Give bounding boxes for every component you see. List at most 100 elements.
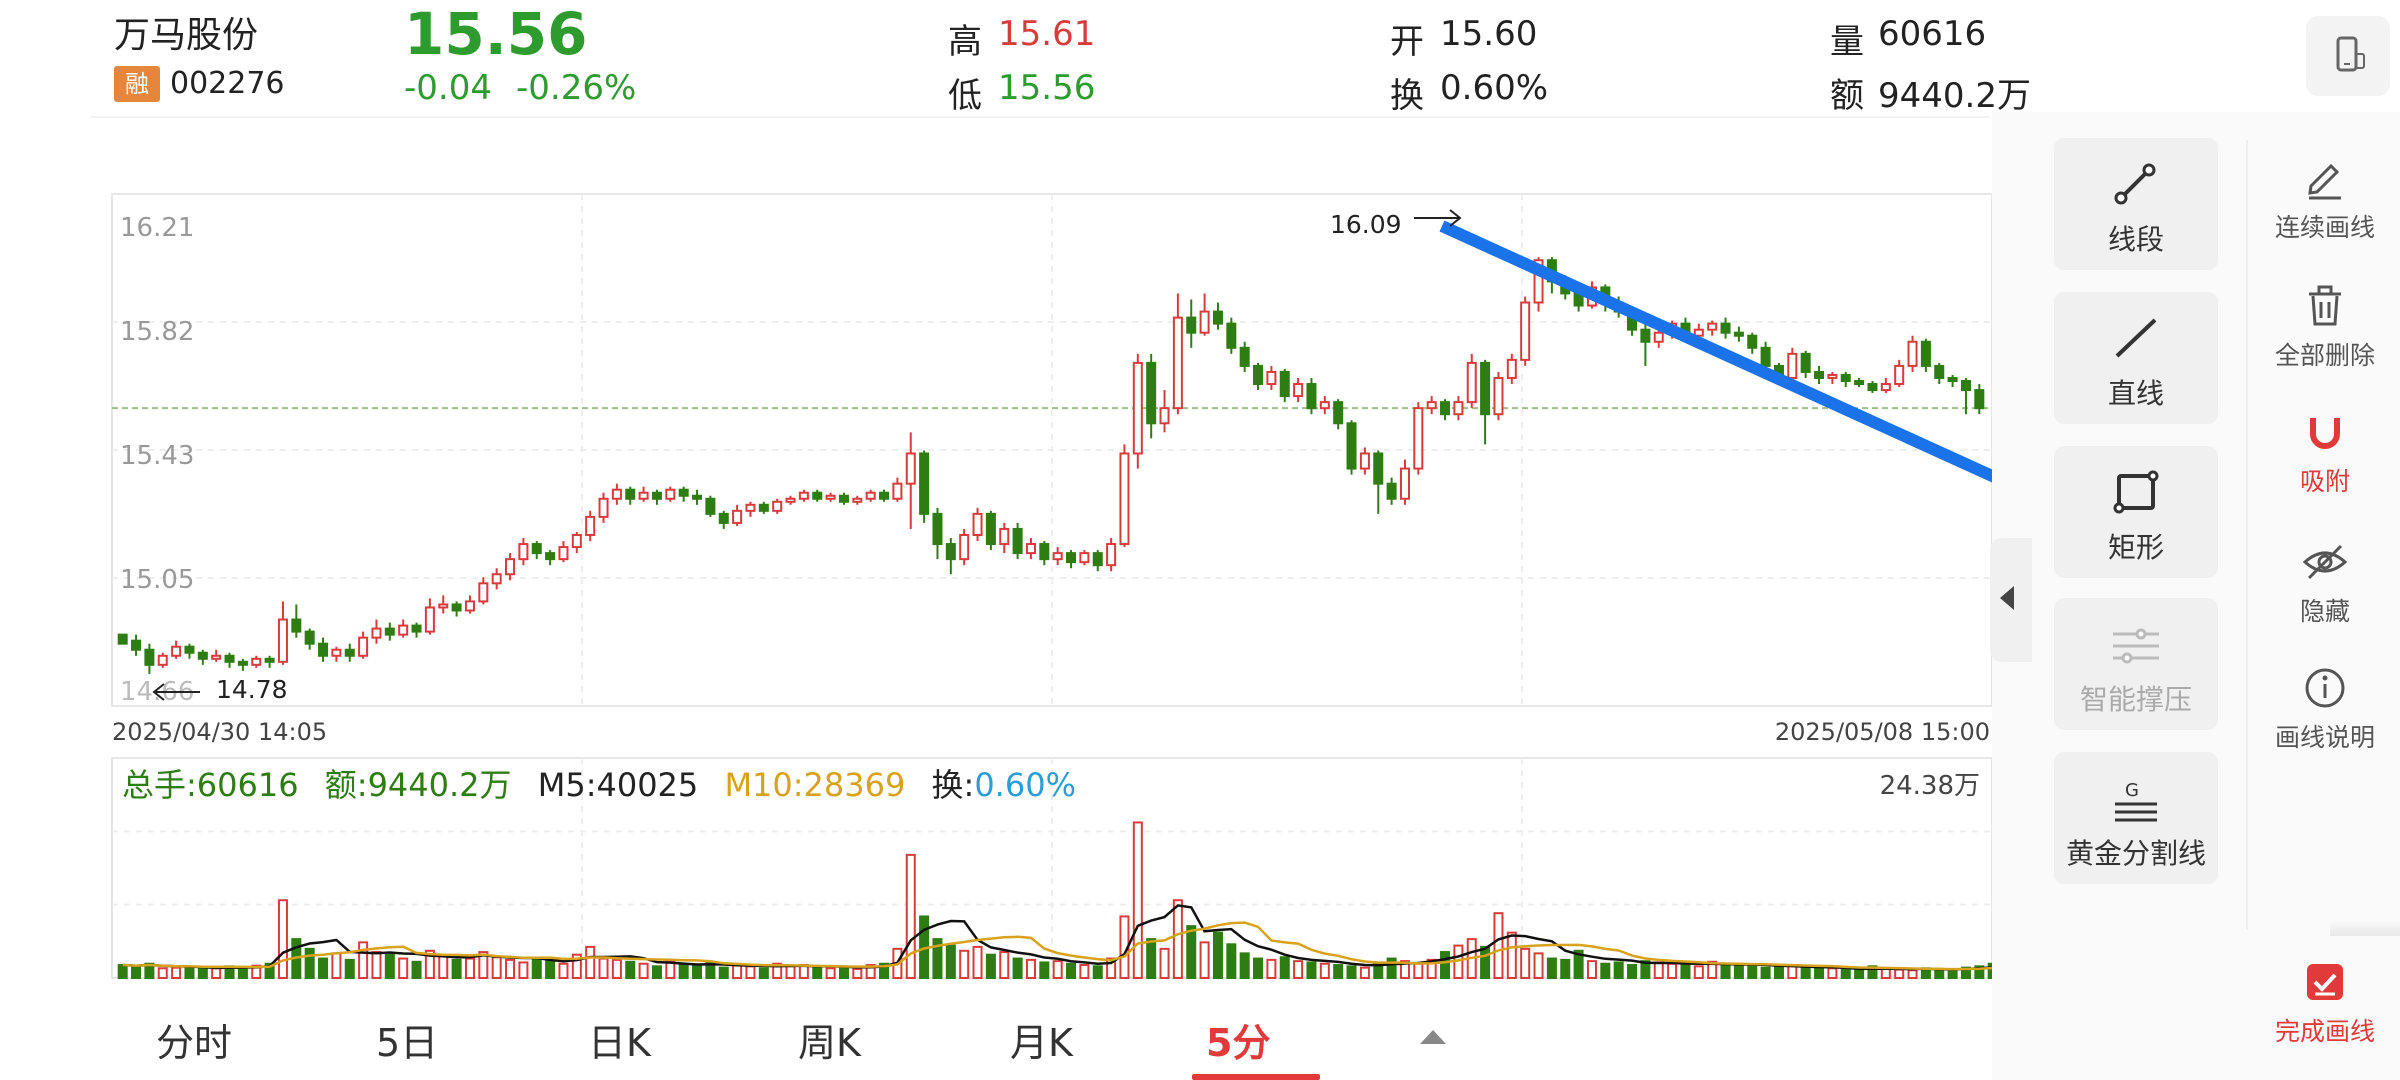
check-icon [2307, 964, 2343, 1000]
volume-bar [518, 961, 529, 980]
low-label: 低 [948, 76, 982, 116]
volume-bar [571, 953, 582, 979]
candle [1426, 396, 1437, 415]
candle [665, 486, 676, 502]
volume-bar [1894, 968, 1905, 980]
price-marker-arrows [152, 209, 1462, 701]
volume-bar [1627, 964, 1638, 980]
tab-monthly-k[interactable]: 月K [1010, 1021, 1073, 1065]
high-label: 高 [948, 22, 982, 62]
candle [1947, 374, 1958, 388]
volume-bar [1132, 821, 1143, 979]
candle [545, 550, 556, 566]
y-tick-label: 15.43 [120, 441, 194, 471]
device-rotate-button[interactable] [2306, 16, 2390, 96]
volume-bar [1573, 949, 1584, 979]
user-trend-lines[interactable] [1439, 220, 2000, 560]
volume-bar [1667, 962, 1678, 980]
volume-bar [331, 952, 342, 979]
side-action-label: 全部删除 [2274, 341, 2375, 370]
candle [1867, 381, 1878, 394]
candle [678, 486, 689, 502]
candle [1827, 371, 1838, 385]
candle [1640, 323, 1651, 366]
candle [1132, 353, 1143, 469]
tool-golden-ratio-button[interactable]: G 黄金分割线 [2054, 752, 2218, 884]
volume-bar [1172, 899, 1183, 979]
volume-bar [585, 945, 596, 979]
candle [1186, 299, 1197, 348]
candle [1453, 396, 1464, 421]
candle [184, 643, 195, 659]
volume-bar [1546, 957, 1557, 980]
candle [277, 601, 288, 665]
tool-rectangle-button[interactable]: 矩形 [2054, 446, 2218, 578]
hide-drawings-button[interactable]: 隐藏 [2250, 524, 2400, 634]
candle [131, 634, 142, 656]
volume-max-label: 24.38万 [1880, 771, 1980, 801]
caret-up-icon[interactable] [1420, 1030, 1446, 1044]
volume-bar [371, 951, 382, 979]
phone-icon [2336, 36, 2365, 72]
tab-weekly-k[interactable]: 周K [798, 1021, 861, 1065]
volume-bar [1253, 957, 1264, 980]
volume-bar [1680, 964, 1691, 980]
volume-bar [1092, 965, 1103, 980]
tool-label: 智能撑压 [2079, 683, 2192, 716]
volume-bar [478, 951, 489, 979]
candle [1172, 293, 1183, 415]
candle [1880, 377, 1891, 394]
candle [1480, 359, 1491, 445]
tool-segment-button[interactable]: 线段 [2054, 138, 2218, 270]
tab-5day[interactable]: 5日 [376, 1021, 439, 1065]
candle [478, 577, 489, 605]
candle [398, 619, 409, 638]
volume-bar [1506, 931, 1517, 980]
candle [1319, 396, 1330, 415]
tab-intraday[interactable]: 分时 [156, 1021, 233, 1065]
candle [344, 643, 355, 662]
volume-bar [825, 967, 836, 980]
snap-toggle-button[interactable]: 吸附 [2250, 394, 2400, 504]
candle [625, 486, 636, 505]
candle [1440, 399, 1451, 421]
volume-bar [1947, 969, 1958, 980]
continuous-draw-button[interactable]: 连续画线 [2250, 140, 2400, 250]
volume-bar [1814, 967, 1825, 980]
trend-line-1[interactable] [1439, 220, 2000, 500]
candle [264, 655, 275, 668]
volume-bar [1039, 961, 1050, 980]
tool-support-resistance-button[interactable]: 智能撑压 [2054, 598, 2218, 730]
straight-line-icon [2115, 318, 2157, 358]
volume-bar [144, 962, 155, 980]
volume-bar [1693, 965, 1704, 980]
panel-collapse-handle[interactable] [1990, 538, 2032, 662]
volume-bar [678, 964, 689, 980]
candle [772, 498, 783, 514]
tab-daily-k[interactable]: 日K [588, 1021, 651, 1065]
side-action-label: 隐藏 [2299, 597, 2350, 626]
volume-bar [1293, 960, 1304, 980]
candle [1106, 538, 1117, 572]
candle [224, 652, 235, 668]
candle [598, 492, 609, 523]
tool-straight-line-button[interactable]: 直线 [2054, 292, 2218, 424]
candle [1199, 293, 1210, 336]
chart-grid [111, 193, 1993, 979]
price-change: -0.04 [404, 68, 492, 108]
active-tab-underline [1192, 1074, 1320, 1080]
max-price-marker: 16.09 [1330, 210, 1402, 239]
candle [157, 652, 168, 668]
drawing-help-button[interactable]: 画线说明 [2250, 650, 2400, 760]
pencil-icon [2308, 163, 2341, 200]
kline-chart[interactable]: 16.21 15.82 15.43 15.05 14.66 16.09 14.7… [0, 116, 2000, 1006]
tab-5min[interactable]: 5分 [1206, 1021, 1271, 1065]
volume-bar [211, 967, 222, 980]
candle [424, 598, 435, 635]
vol-total-label: 总手: [122, 766, 197, 804]
volume-bar [812, 966, 823, 980]
candle [1212, 302, 1223, 330]
finish-drawing-button[interactable]: 完成画线 [2250, 944, 2400, 1054]
delete-all-button[interactable]: 全部删除 [2250, 268, 2400, 378]
candle [371, 619, 382, 644]
